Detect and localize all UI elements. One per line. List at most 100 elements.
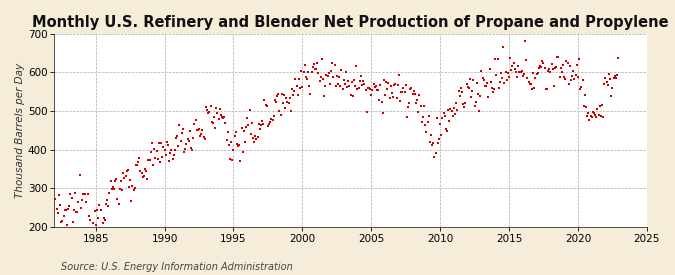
Point bbox=[499, 81, 510, 85]
Point bbox=[437, 116, 448, 120]
Point bbox=[95, 226, 106, 230]
Point bbox=[81, 199, 92, 204]
Point bbox=[366, 93, 377, 97]
Point bbox=[613, 56, 624, 60]
Point bbox=[481, 84, 491, 89]
Point bbox=[90, 223, 101, 228]
Point bbox=[107, 187, 117, 191]
Point bbox=[200, 105, 211, 109]
Point bbox=[567, 74, 578, 78]
Point bbox=[379, 77, 389, 82]
Point bbox=[410, 101, 421, 105]
Point bbox=[276, 91, 287, 96]
Point bbox=[227, 158, 238, 162]
Point bbox=[146, 141, 157, 145]
Point bbox=[305, 92, 316, 96]
Point bbox=[373, 87, 383, 92]
Point bbox=[176, 130, 187, 135]
Point bbox=[58, 214, 69, 219]
Point bbox=[483, 95, 493, 99]
Point bbox=[487, 89, 498, 94]
Point bbox=[66, 196, 77, 200]
Point bbox=[127, 184, 138, 189]
Point bbox=[598, 115, 609, 119]
Point bbox=[477, 76, 488, 81]
Point bbox=[351, 64, 362, 68]
Point bbox=[383, 81, 394, 85]
Point bbox=[602, 83, 613, 88]
Point bbox=[354, 79, 365, 84]
Point bbox=[120, 174, 131, 178]
Point bbox=[132, 163, 142, 167]
Point bbox=[244, 108, 255, 112]
Point bbox=[495, 71, 506, 75]
Point bbox=[237, 150, 248, 154]
Point bbox=[199, 137, 210, 141]
Point bbox=[265, 119, 275, 124]
Point bbox=[72, 210, 83, 214]
Point bbox=[151, 149, 162, 153]
Point bbox=[166, 148, 177, 153]
Point bbox=[589, 111, 599, 116]
Point bbox=[592, 107, 603, 111]
Point bbox=[320, 84, 331, 88]
Point bbox=[490, 57, 501, 62]
Point bbox=[384, 96, 395, 101]
Point bbox=[407, 92, 418, 97]
Point bbox=[142, 177, 153, 182]
Point bbox=[148, 163, 159, 167]
Point bbox=[391, 95, 402, 100]
Point bbox=[240, 139, 250, 144]
Point bbox=[94, 203, 105, 207]
Point bbox=[431, 116, 442, 121]
Y-axis label: Thousand Barrels per Day: Thousand Barrels per Day bbox=[15, 63, 25, 198]
Point bbox=[379, 92, 390, 97]
Point bbox=[287, 87, 298, 92]
Point bbox=[194, 127, 205, 131]
Point bbox=[444, 119, 455, 123]
Point bbox=[439, 114, 450, 118]
Point bbox=[322, 74, 333, 78]
Point bbox=[541, 87, 551, 91]
Point bbox=[350, 84, 360, 89]
Point bbox=[144, 158, 155, 163]
Point bbox=[279, 93, 290, 97]
Point bbox=[561, 59, 572, 63]
Point bbox=[138, 174, 149, 178]
Point bbox=[99, 216, 109, 220]
Point bbox=[395, 98, 406, 103]
Point bbox=[461, 81, 472, 86]
Point bbox=[412, 98, 423, 103]
Point bbox=[88, 221, 99, 226]
Point bbox=[513, 64, 524, 68]
Point bbox=[507, 64, 518, 68]
Point bbox=[76, 205, 86, 210]
Point bbox=[141, 168, 152, 173]
Point bbox=[582, 114, 593, 118]
Point bbox=[215, 113, 226, 117]
Point bbox=[345, 92, 356, 97]
Point bbox=[319, 94, 329, 99]
Point bbox=[313, 70, 324, 75]
Point bbox=[356, 83, 367, 87]
Point bbox=[587, 114, 597, 119]
Point bbox=[390, 82, 401, 87]
Point bbox=[188, 136, 198, 140]
Point bbox=[74, 173, 85, 177]
Point bbox=[340, 82, 350, 86]
Point bbox=[387, 90, 398, 95]
Point bbox=[172, 133, 183, 138]
Point bbox=[405, 86, 416, 91]
Point bbox=[382, 87, 393, 91]
Point bbox=[564, 82, 574, 87]
Point bbox=[402, 115, 412, 120]
Point bbox=[510, 70, 521, 75]
Point bbox=[552, 55, 563, 59]
Point bbox=[428, 141, 439, 145]
Point bbox=[220, 120, 231, 125]
Point bbox=[468, 77, 479, 82]
Point bbox=[559, 75, 570, 79]
Point bbox=[512, 75, 522, 79]
Point bbox=[518, 72, 529, 76]
Point bbox=[364, 87, 375, 91]
